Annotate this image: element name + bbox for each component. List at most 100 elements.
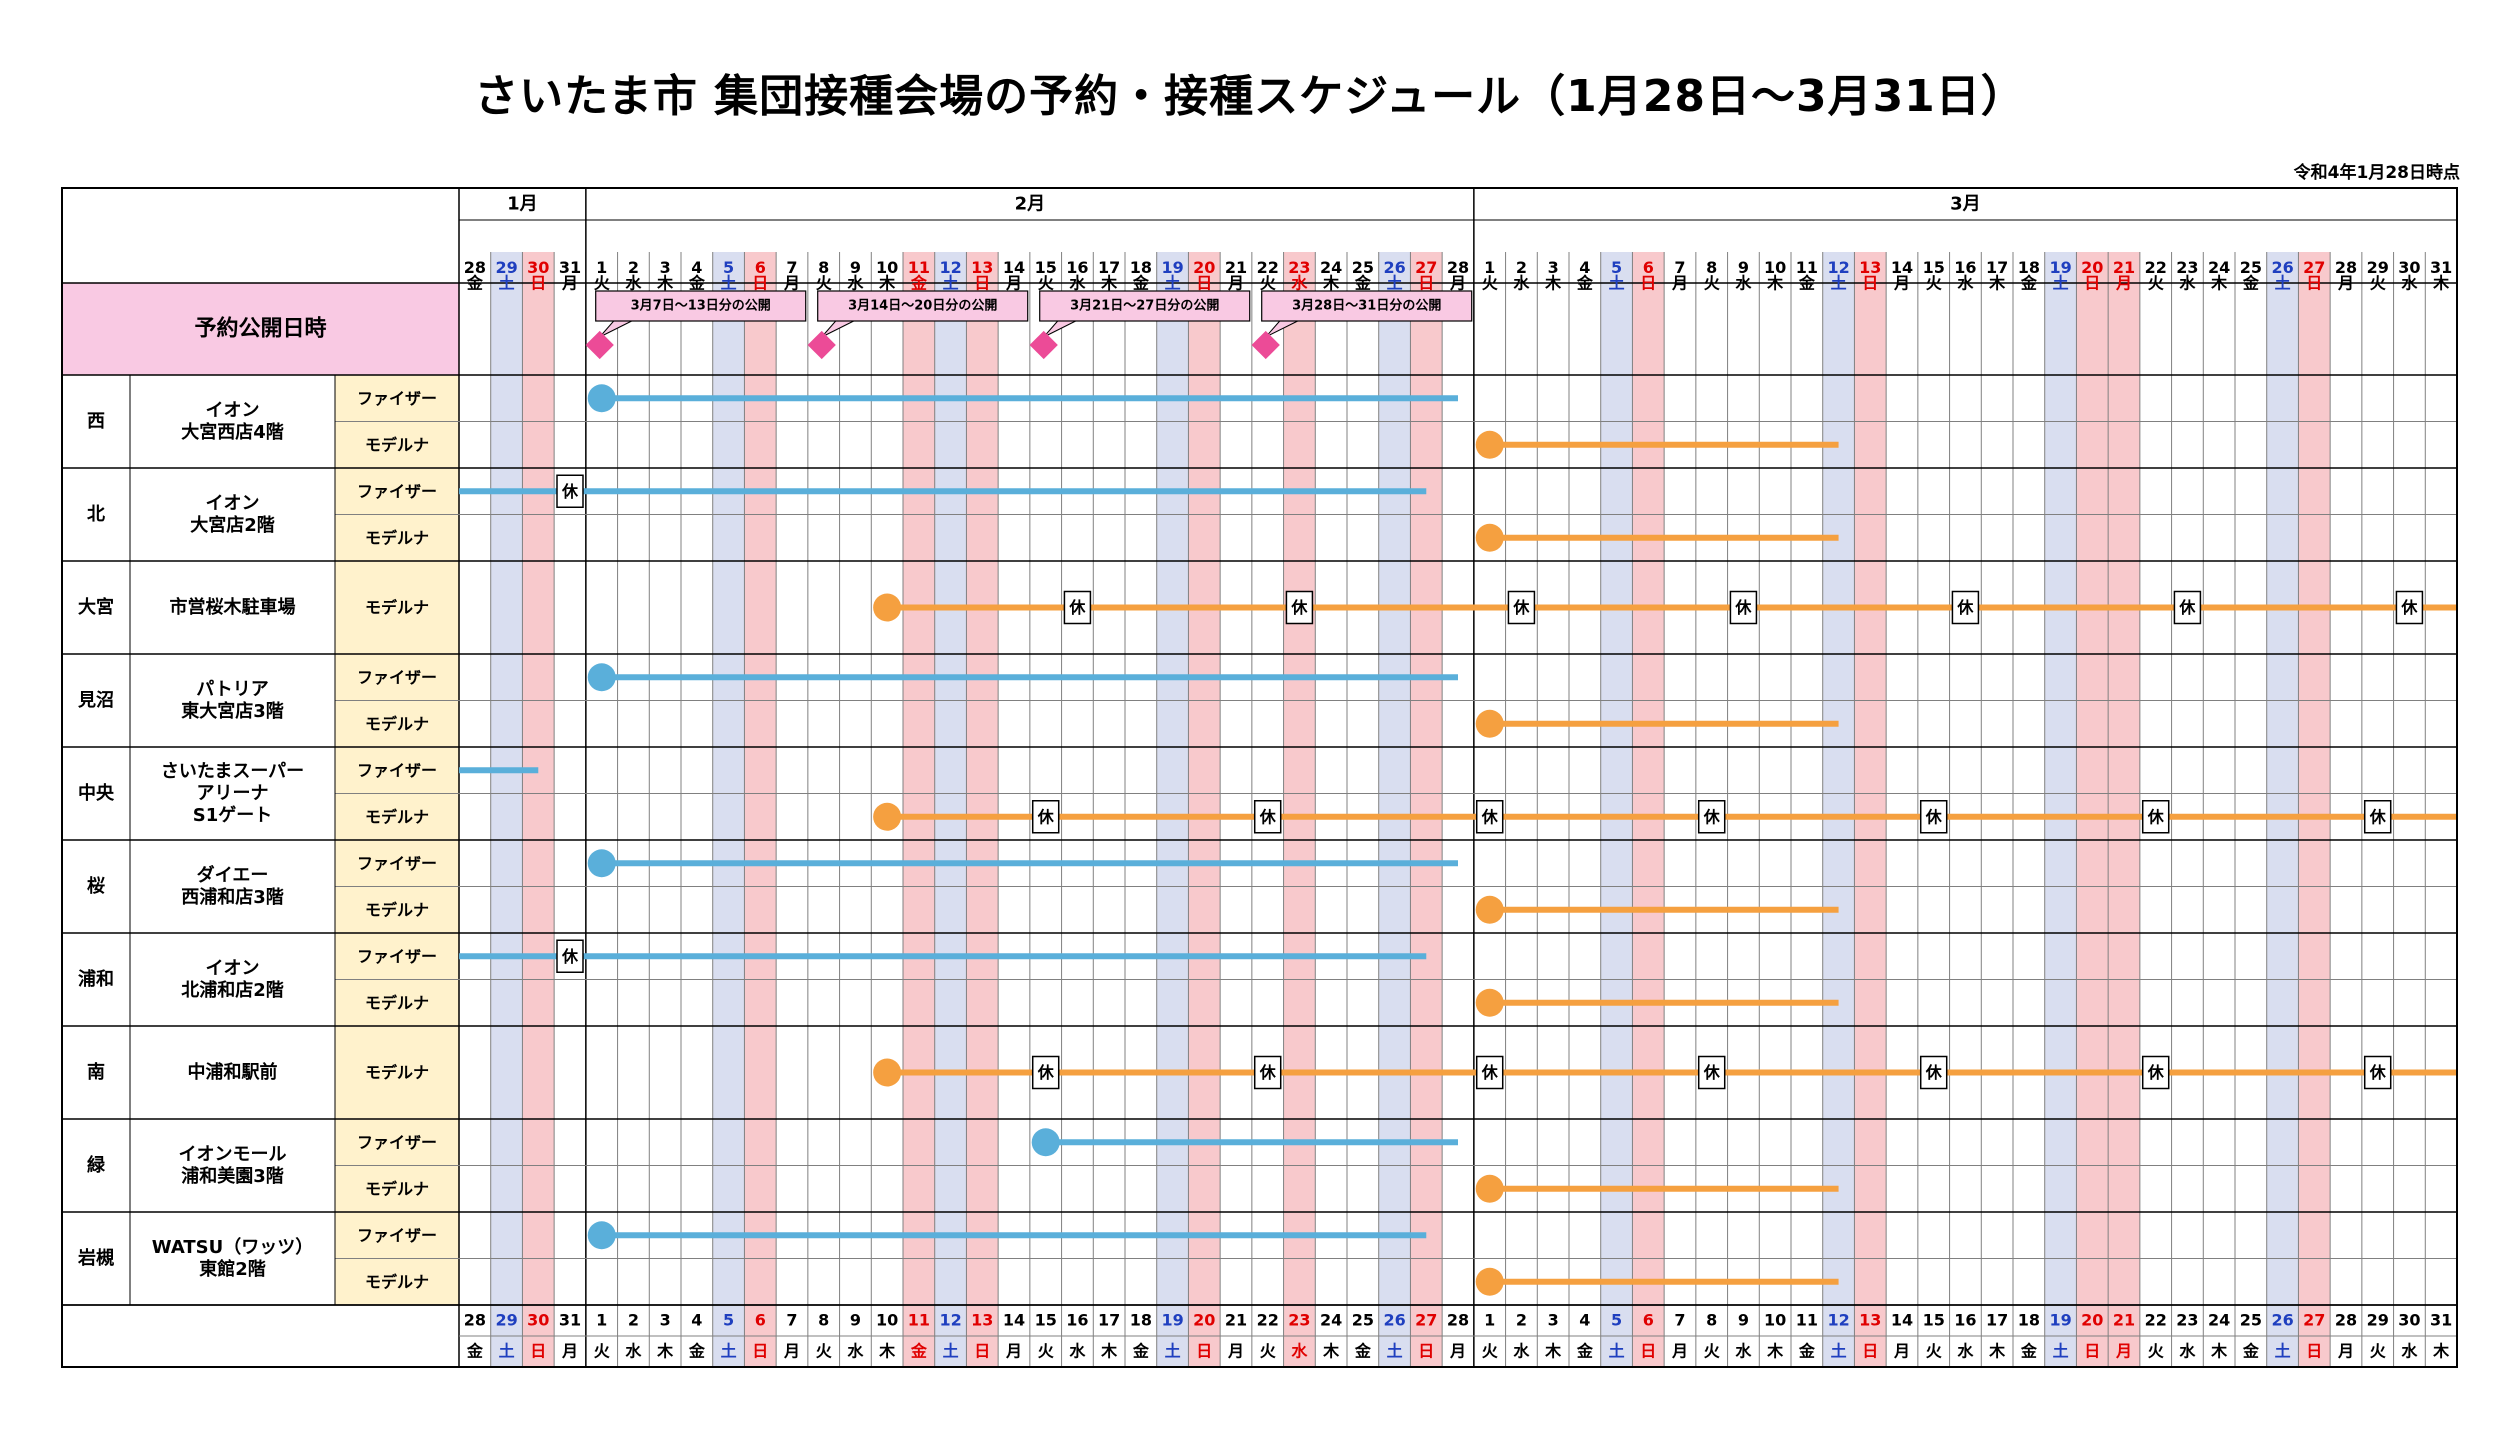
- footer-weekday: 月: [2115, 1342, 2132, 1361]
- day-shade: [1854, 252, 1887, 1367]
- vaccine-label: ファイザー: [357, 668, 437, 687]
- vaccine-label: ファイザー: [357, 389, 437, 408]
- day-shade: [2108, 252, 2140, 1367]
- footer-day-number: 24: [1320, 1311, 1342, 1330]
- footer-weekday: 日: [1862, 1342, 1878, 1361]
- header-weekday: 金: [466, 274, 484, 293]
- vaccine-label: ファイザー: [357, 854, 437, 873]
- release-label: 予約公開日時: [194, 316, 326, 342]
- header-weekday: 金: [910, 274, 928, 293]
- closed-label: 休: [1481, 1063, 1499, 1082]
- footer-weekday: 土: [1165, 1342, 1181, 1361]
- footer-day-number: 10: [876, 1311, 898, 1330]
- ward-label: 桜: [87, 875, 105, 897]
- header-day-number: 8: [818, 258, 829, 277]
- closed-label: 休: [561, 947, 579, 966]
- venue-name: イオン: [206, 493, 260, 514]
- header-weekday: 水: [1069, 274, 1086, 293]
- vaccine-label: モデルナ: [365, 528, 429, 547]
- header-day-number: 4: [691, 258, 702, 277]
- moderna-start-dot: [1475, 988, 1504, 1017]
- closed-box: [1951, 590, 1980, 625]
- header-day-number: 18: [2018, 258, 2040, 277]
- venue-name: S1ゲート: [193, 804, 273, 826]
- header-day-number: 12: [1827, 258, 1849, 277]
- footer-weekday: 金: [466, 1342, 484, 1361]
- vaccine-label: モデルナ: [365, 1179, 429, 1198]
- header-weekday: 水: [625, 274, 642, 293]
- footer-weekday: 木: [1544, 1342, 1562, 1361]
- closed-label: 休: [1259, 1063, 1277, 1082]
- footer-weekday: 木: [2432, 1342, 2450, 1361]
- footer-day-number: 20: [2081, 1311, 2103, 1330]
- closed-label: 休: [1925, 1063, 1943, 1082]
- day-shade: [966, 252, 999, 1367]
- vaccine-label-bg: [335, 561, 459, 654]
- venue-name: イオン: [206, 958, 260, 979]
- ward-label: 南: [87, 1061, 105, 1083]
- header-weekday: 土: [721, 274, 737, 293]
- release-label-bg: [62, 283, 459, 375]
- vaccine-label-bg: [335, 1026, 459, 1119]
- footer-day-number: 18: [1130, 1311, 1152, 1330]
- closed-box: [1031, 800, 1060, 834]
- header-day-number: 5: [723, 258, 734, 277]
- footer-day-number: 18: [2018, 1311, 2040, 1330]
- footer-day-number: 3: [1548, 1311, 1559, 1330]
- day-shade: [1188, 252, 1221, 1367]
- footer-weekday: 月: [2337, 1342, 2354, 1361]
- header-day-number: 29: [495, 258, 517, 277]
- header-weekday: 金: [1132, 274, 1150, 293]
- header-day-number: 8: [1706, 258, 1717, 277]
- header-day-number: 6: [755, 258, 766, 277]
- table-border: [61, 187, 2458, 1368]
- footer-weekday: 金: [1576, 1342, 1594, 1361]
- closed-box: [1729, 590, 1758, 625]
- header-weekday: 土: [1831, 274, 1847, 293]
- moderna-start-dot: [873, 802, 902, 831]
- day-shade: [1822, 252, 1855, 1367]
- footer-day-number: 31: [2430, 1311, 2452, 1330]
- moderna-start-dot: [873, 593, 902, 622]
- footer-day-number: 28: [2335, 1311, 2357, 1330]
- footer-weekday: 月: [1227, 1342, 1244, 1361]
- header-weekday: 月: [1227, 274, 1244, 293]
- footer-day-number: 13: [1859, 1311, 1881, 1330]
- header-day-number: 11: [1796, 258, 1818, 277]
- day-shade: [744, 252, 777, 1367]
- vaccine-label: ファイザー: [357, 947, 437, 966]
- header-day-number: 25: [1352, 258, 1374, 277]
- venue-name: 大宮店2階: [190, 514, 275, 536]
- header-weekday: 木: [2210, 274, 2228, 293]
- venue-name: 中浦和駅前: [188, 1061, 278, 1083]
- footer-weekday: 木: [1322, 1342, 1340, 1361]
- header-weekday: 火: [1704, 274, 1721, 293]
- release-diamond: [807, 330, 836, 360]
- vaccine-label: ファイザー: [357, 1133, 437, 1152]
- header-weekday: 火: [1482, 274, 1499, 293]
- header-day-number: 30: [2398, 258, 2420, 277]
- footer-weekday: 水: [847, 1342, 864, 1361]
- ward-label: 西: [87, 411, 105, 432]
- footer-day-number: 22: [1257, 1311, 1279, 1330]
- header-weekday: 月: [1449, 274, 1466, 293]
- month-label: 2月: [1015, 194, 1046, 215]
- header-day-number: 15: [1035, 258, 1057, 277]
- footer-weekday: 月: [783, 1342, 800, 1361]
- footer-day-number: 4: [1579, 1311, 1590, 1330]
- header-day-number: 30: [527, 258, 549, 277]
- footer-weekday: 日: [2306, 1342, 2322, 1361]
- header-weekday: 金: [2020, 274, 2038, 293]
- closed-label: 休: [2147, 1063, 2165, 1082]
- vaccine-label: モデルナ: [365, 714, 429, 733]
- header-day-number: 21: [1225, 258, 1247, 277]
- header-weekday: 木: [1100, 274, 1118, 293]
- header-weekday: 水: [2401, 274, 2418, 293]
- footer-weekday: 金: [688, 1342, 706, 1361]
- footer-day-number: 5: [1611, 1311, 1622, 1330]
- header-day-number: 28: [1447, 258, 1469, 277]
- venue-name: イオン: [206, 400, 260, 421]
- closed-box: [2173, 590, 2202, 625]
- footer-weekday: 水: [2401, 1342, 2418, 1361]
- ward-label: 岩槻: [77, 1247, 114, 1269]
